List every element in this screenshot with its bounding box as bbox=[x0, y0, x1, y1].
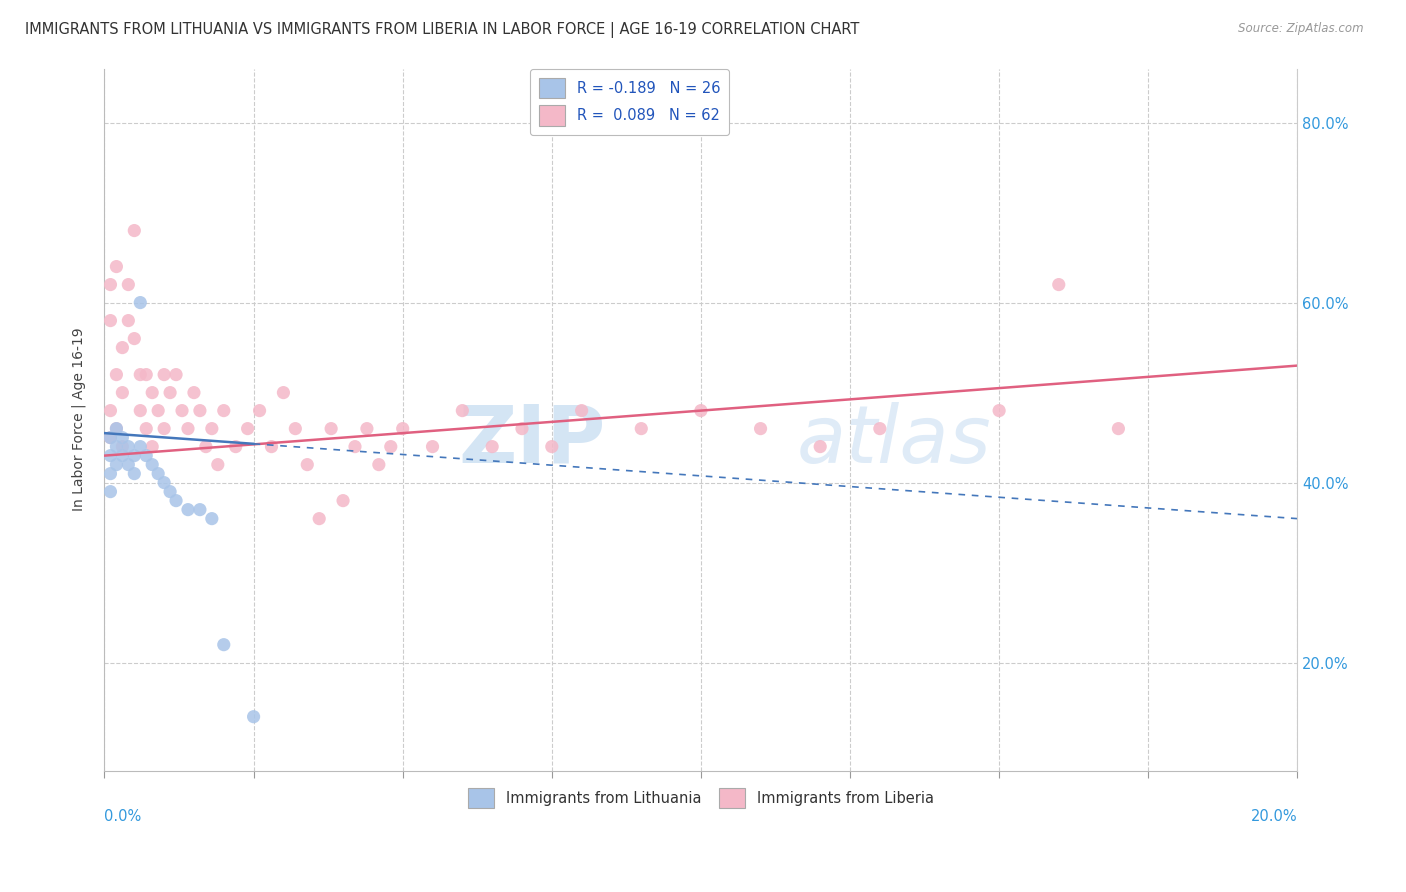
Point bbox=[111, 440, 134, 454]
Point bbox=[540, 440, 562, 454]
Point bbox=[100, 313, 122, 327]
Point bbox=[146, 403, 169, 417]
Point bbox=[212, 638, 235, 652]
Point bbox=[159, 385, 181, 400]
Point bbox=[135, 449, 157, 463]
Point bbox=[1047, 277, 1070, 292]
Point bbox=[194, 440, 217, 454]
Point bbox=[808, 440, 831, 454]
Point bbox=[100, 484, 122, 499]
Text: ZIP: ZIP bbox=[458, 401, 606, 480]
Point bbox=[105, 458, 128, 472]
Point bbox=[391, 422, 413, 436]
Point bbox=[100, 449, 122, 463]
Point bbox=[236, 422, 259, 436]
Point bbox=[105, 422, 128, 436]
Point bbox=[177, 422, 200, 436]
Point bbox=[105, 440, 128, 454]
Point bbox=[188, 403, 211, 417]
Point bbox=[332, 493, 354, 508]
Point bbox=[260, 440, 283, 454]
Point bbox=[869, 422, 891, 436]
Point bbox=[117, 277, 139, 292]
Point bbox=[510, 422, 533, 436]
Point bbox=[225, 440, 247, 454]
Point bbox=[1107, 422, 1129, 436]
Point bbox=[111, 431, 134, 445]
Point bbox=[367, 458, 389, 472]
Point bbox=[481, 440, 503, 454]
Point bbox=[242, 709, 264, 723]
Point bbox=[100, 403, 122, 417]
Point bbox=[177, 502, 200, 516]
Point bbox=[100, 431, 122, 445]
Point bbox=[201, 422, 224, 436]
Point bbox=[201, 511, 224, 525]
Point bbox=[129, 368, 152, 382]
Text: Source: ZipAtlas.com: Source: ZipAtlas.com bbox=[1239, 22, 1364, 36]
Point bbox=[124, 223, 146, 237]
Point bbox=[105, 422, 128, 436]
Point bbox=[135, 422, 157, 436]
Point bbox=[153, 475, 176, 490]
Point bbox=[117, 458, 139, 472]
Text: 0.0%: 0.0% bbox=[104, 809, 142, 824]
Point bbox=[141, 385, 163, 400]
Point bbox=[749, 422, 772, 436]
Point bbox=[100, 467, 122, 481]
Point bbox=[451, 403, 474, 417]
Point bbox=[153, 422, 176, 436]
Point bbox=[117, 440, 139, 454]
Point bbox=[571, 403, 593, 417]
Point bbox=[321, 422, 343, 436]
Point bbox=[308, 511, 330, 525]
Point bbox=[111, 341, 134, 355]
Point bbox=[183, 385, 205, 400]
Point bbox=[117, 313, 139, 327]
Point bbox=[207, 458, 229, 472]
Point bbox=[212, 403, 235, 417]
Point bbox=[165, 368, 187, 382]
Point bbox=[124, 332, 146, 346]
Point bbox=[988, 403, 1011, 417]
Point bbox=[273, 385, 295, 400]
Point bbox=[111, 385, 134, 400]
Point bbox=[249, 403, 271, 417]
Point bbox=[165, 493, 187, 508]
Point bbox=[343, 440, 366, 454]
Point bbox=[100, 431, 122, 445]
Point bbox=[105, 368, 128, 382]
Point bbox=[380, 440, 402, 454]
Point bbox=[159, 484, 181, 499]
Point bbox=[129, 403, 152, 417]
Y-axis label: In Labor Force | Age 16-19: In Labor Force | Age 16-19 bbox=[72, 327, 86, 511]
Point bbox=[153, 368, 176, 382]
Point bbox=[135, 368, 157, 382]
Point bbox=[124, 467, 146, 481]
Point bbox=[141, 440, 163, 454]
Point bbox=[111, 449, 134, 463]
Text: 20.0%: 20.0% bbox=[1251, 809, 1298, 824]
Text: IMMIGRANTS FROM LITHUANIA VS IMMIGRANTS FROM LIBERIA IN LABOR FORCE | AGE 16-19 : IMMIGRANTS FROM LITHUANIA VS IMMIGRANTS … bbox=[25, 22, 859, 38]
Point bbox=[188, 502, 211, 516]
Point bbox=[356, 422, 378, 436]
Point bbox=[100, 277, 122, 292]
Point bbox=[105, 260, 128, 274]
Point bbox=[422, 440, 444, 454]
Point bbox=[146, 467, 169, 481]
Point bbox=[690, 403, 713, 417]
Legend: Immigrants from Lithuania, Immigrants from Liberia: Immigrants from Lithuania, Immigrants fr… bbox=[463, 781, 939, 814]
Text: atlas: atlas bbox=[796, 401, 991, 480]
Point bbox=[630, 422, 652, 436]
Point bbox=[141, 458, 163, 472]
Point bbox=[129, 295, 152, 310]
Point bbox=[124, 449, 146, 463]
Point bbox=[284, 422, 307, 436]
Point bbox=[297, 458, 319, 472]
Point bbox=[129, 440, 152, 454]
Point bbox=[170, 403, 193, 417]
